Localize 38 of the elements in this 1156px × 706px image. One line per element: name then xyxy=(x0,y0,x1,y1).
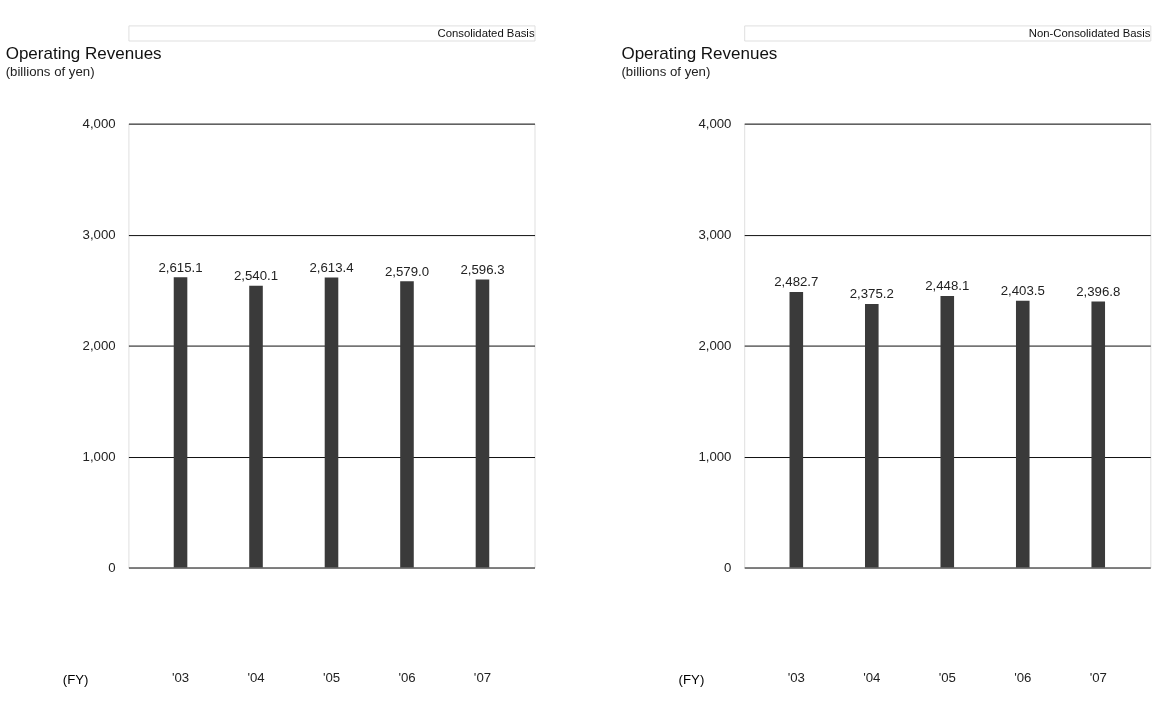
data-label: 2,482.7 xyxy=(774,274,819,290)
x-tick-label: '07 xyxy=(1089,670,1107,686)
x-tick-label: '07 xyxy=(473,670,492,686)
data-label: 2,448.1 xyxy=(925,278,970,294)
x-tick-label: '04 xyxy=(247,670,265,686)
text: Non-Consolidated Basis xyxy=(1028,26,1151,39)
x-tick-label: '03 xyxy=(171,670,190,686)
y-tick-label: 2,000 xyxy=(698,337,732,353)
data-label: 2,613.4 xyxy=(309,259,354,275)
x-tick-label: '06 xyxy=(1014,670,1032,686)
data-label: 2,540.1 xyxy=(233,268,279,284)
y-tick-label: 2,000 xyxy=(82,337,116,353)
data-label: 2,615.1 xyxy=(158,259,203,275)
chart-title: Operating Revenues xyxy=(5,44,162,64)
chart-subtitle: (billions of yen) xyxy=(621,64,711,80)
x-tick-label: '03 xyxy=(787,670,805,686)
data-label: 2,579.0 xyxy=(384,263,430,279)
data-label: 2,396.8 xyxy=(1076,283,1121,299)
x-tick-label: '04 xyxy=(863,670,881,686)
x-tick-label: '06 xyxy=(398,670,416,686)
data-label: 2,403.5 xyxy=(1000,283,1045,299)
chart-title: Operating Revenues xyxy=(621,44,778,64)
y-tick-label: 3,000 xyxy=(698,226,732,242)
x-axis-title: (FY) xyxy=(62,672,89,688)
x-tick-label: '05 xyxy=(938,670,956,686)
x-axis-title: (FY) xyxy=(678,672,705,688)
y-tick-label: 1,000 xyxy=(698,448,732,464)
chart-subtitle: (billions of yen) xyxy=(5,64,95,80)
data-label: 2,596.3 xyxy=(460,261,505,277)
y-tick-label: 4,000 xyxy=(82,115,116,131)
y-tick-label: 3,000 xyxy=(82,226,116,242)
x-tick-label: '05 xyxy=(322,670,341,686)
data-label: 2,375.2 xyxy=(849,286,894,302)
text: Consolidated Basis xyxy=(437,26,535,39)
y-tick-label: 4,000 xyxy=(698,115,732,131)
y-tick-label: 0 xyxy=(724,559,732,575)
y-tick-label: 1,000 xyxy=(82,448,116,464)
y-tick-label: 0 xyxy=(108,559,116,575)
